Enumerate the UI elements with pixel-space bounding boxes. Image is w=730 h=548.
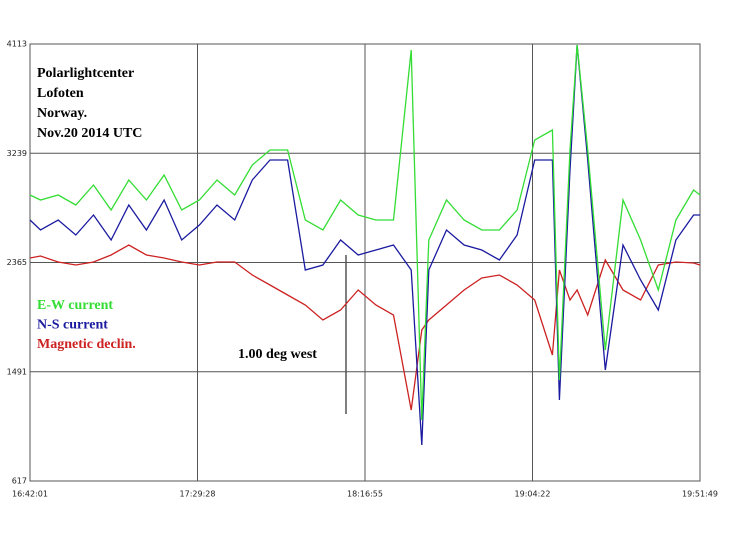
annotation: 1.00 deg west [238,347,317,362]
y-tick-label: 617 [12,477,27,486]
y-tick-label: 2365 [7,258,27,267]
x-tick-label: 16:42:01 [12,490,48,499]
legend-entry: N-S current [37,318,108,333]
legend-entry: Magnetic declin. [37,337,136,352]
y-tick-label: 3239 [7,149,27,158]
legend-entry: E-W current [37,298,113,313]
series-line [29,44,700,446]
y-tick-label: 1491 [7,367,27,376]
y-tick-label: 4113 [7,40,27,49]
x-tick-label: 19:51:49 [682,490,718,499]
series-line [29,44,701,421]
x-tick-label: 17:29:28 [180,490,216,499]
x-tick-label: 18:16:55 [347,490,383,499]
title-line: Lofoten [37,86,84,101]
series-line [29,244,701,411]
title-line: Nov.20 2014 UTC [37,126,142,141]
title-line: Polarlightcenter [37,66,134,81]
title-line: Norway. [37,106,87,121]
x-tick-label: 19:04:22 [515,490,551,499]
